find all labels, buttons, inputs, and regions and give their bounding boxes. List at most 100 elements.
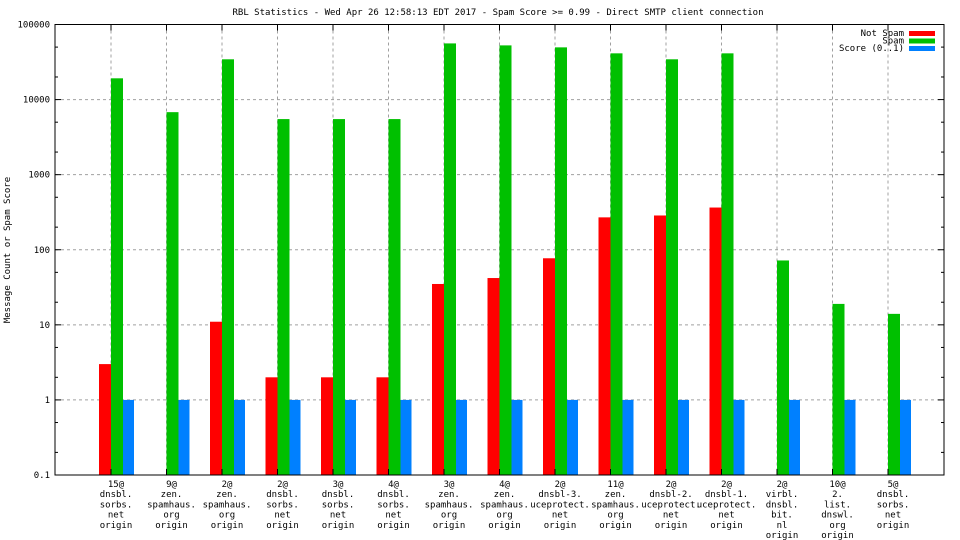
x-tick-label-line: origin (544, 521, 577, 531)
x-tick-label-line: 2@ (222, 480, 233, 490)
x-tick-label-line: origin (433, 521, 466, 531)
x-tick-label-line: sorbs. (377, 500, 410, 510)
x-tick-label-line: origin (322, 521, 355, 531)
bar-not-spam (709, 207, 722, 475)
x-tick-label-line: net (330, 511, 346, 521)
bar-not-spam (654, 215, 666, 476)
x-tick-label-line: uceprotect. (641, 500, 701, 510)
bar-not-spam (376, 377, 389, 475)
x-tick-label-line: net (274, 511, 290, 521)
x-tick-label-line: 2@ (666, 480, 677, 490)
bar-spam (222, 59, 234, 475)
legend-swatch (909, 46, 935, 51)
bar-score-0-1 (400, 399, 412, 475)
x-tick-label-line: 2@ (777, 480, 788, 490)
bar-not-spam (321, 377, 333, 475)
bar-spam (777, 260, 789, 475)
y-tick-label: 10000 (23, 96, 50, 106)
x-tick-label-line: dnsbl-2. (649, 490, 692, 500)
y-tick-label: 100000 (17, 21, 50, 31)
bar-score-0-1 (456, 399, 467, 475)
y-tick-label: 100 (34, 246, 50, 256)
legend-label: Score (0..1) (839, 44, 904, 54)
y-tick-label: 1000 (28, 171, 50, 181)
x-tick-label-line: origin (655, 521, 688, 531)
x-tick-label-line: zen. (216, 490, 238, 500)
x-tick-label-line: 2@ (721, 480, 732, 490)
x-tick-label-line: dnsbl. (266, 490, 299, 500)
bar-not-spam (543, 258, 555, 475)
bar-spam (666, 59, 678, 475)
bar-score-0-1 (622, 399, 634, 475)
x-tick-label-line: dnsbl-1. (705, 490, 748, 500)
bar-score-0-1 (289, 399, 301, 475)
x-tick-label-line: dnsbl. (100, 490, 133, 500)
bar-score-0-1 (567, 399, 578, 475)
bar-spam (277, 119, 290, 476)
x-tick-label: 2@ dnsbl-2. uceprotect. net origin (641, 480, 701, 531)
x-tick-label-line: org (496, 511, 512, 521)
x-tick-label-line: net (385, 511, 401, 521)
x-tick-label-line: spamhaus. (203, 500, 252, 510)
legend-swatch (909, 38, 935, 44)
x-tick-label: 2@ virbl. dnsbl. bit. nl origin (766, 480, 799, 540)
legend-label: Not Spam (861, 29, 904, 39)
x-tick-label-line: zen. (161, 490, 183, 500)
x-tick-label-line: sorbs. (266, 500, 299, 510)
x-tick-label-line: origin (488, 521, 521, 531)
x-tick-label: 2@ dnsbl-1. uceprotect. net origin (697, 480, 757, 531)
chart-title: RBL Statistics - Wed Apr 26 12:58:13 EDT… (232, 8, 763, 18)
y-axis-ticks: 0.1 1 10 100 1000 10000 100000 (17, 21, 944, 481)
bar-spam (388, 119, 401, 476)
bar-spam (555, 47, 567, 475)
x-tick-label-line: origin (377, 521, 410, 531)
x-tick-label: 15@ dnsbl. sorbs. net origin (100, 480, 133, 531)
x-tick-label-line: origin (155, 521, 188, 531)
x-tick-label: 2@ dnsbl. sorbs. net origin (266, 480, 299, 531)
x-tick-label-line: uceprotect. (530, 500, 590, 510)
plot-frame (54, 24, 945, 476)
legend-swatch (909, 31, 935, 36)
bar-not-spam (432, 283, 444, 475)
y-tick-label: 0.1 (34, 471, 50, 481)
x-tick-label-line: zen. (605, 490, 627, 500)
x-tick-label: 3@ zen. spamhaus. org origin (425, 480, 474, 531)
x-tick-label: 2@ dnsbl-3. uceprotect. net origin (530, 480, 590, 531)
x-tick-label: 10@ 2. list. dnswl. org origin (821, 480, 854, 540)
bar-score-0-1 (900, 399, 911, 475)
x-tick-label-line: org (607, 511, 623, 521)
bar-score-0-1 (733, 399, 745, 475)
bar-not-spam (598, 217, 611, 476)
x-tick-label-line: org (219, 511, 235, 521)
x-tick-label-line: spamhaus. (591, 500, 640, 510)
x-tick-label-line: 9@ (166, 480, 177, 490)
bar-spam (166, 112, 179, 475)
x-tick-label: 11@ zen. spamhaus. org origin (591, 480, 640, 531)
x-tick-label-line: org (163, 511, 179, 521)
x-tick-label-line: origin (100, 521, 133, 531)
bar-spam (721, 53, 734, 475)
bar-spam (888, 313, 900, 475)
x-tick-label-line: net (885, 511, 901, 521)
bar-score-0-1 (123, 399, 134, 475)
x-tick-label-line: virbl. (766, 490, 799, 500)
y-tick-label: 1 (45, 396, 50, 406)
legend-label: Spam (882, 37, 904, 47)
x-tick-label-line: sorbs. (100, 500, 133, 510)
x-tick-label-line: 2@ (277, 480, 288, 490)
x-tick-label-line: origin (211, 521, 244, 531)
bar-score-0-1 (511, 399, 523, 475)
x-tick-label-line: 11@ (607, 480, 624, 490)
x-tick-label-line: net (108, 511, 124, 521)
x-tick-label: 5@ dnsbl. sorbs. net origin (877, 480, 910, 531)
bar-spam (111, 78, 123, 475)
x-tick-label: 2@ zen. spamhaus. org origin (203, 480, 252, 531)
x-tick-label: 3@ dnsbl. sorbs. net origin (322, 480, 355, 531)
bar-not-spam (210, 321, 222, 475)
bar-not-spam (487, 278, 500, 475)
bar-not-spam (265, 377, 278, 475)
bar-score-0-1 (789, 399, 800, 475)
x-tick-label-line: bit. (771, 511, 793, 521)
x-tick-label-line: zen. (494, 490, 516, 500)
